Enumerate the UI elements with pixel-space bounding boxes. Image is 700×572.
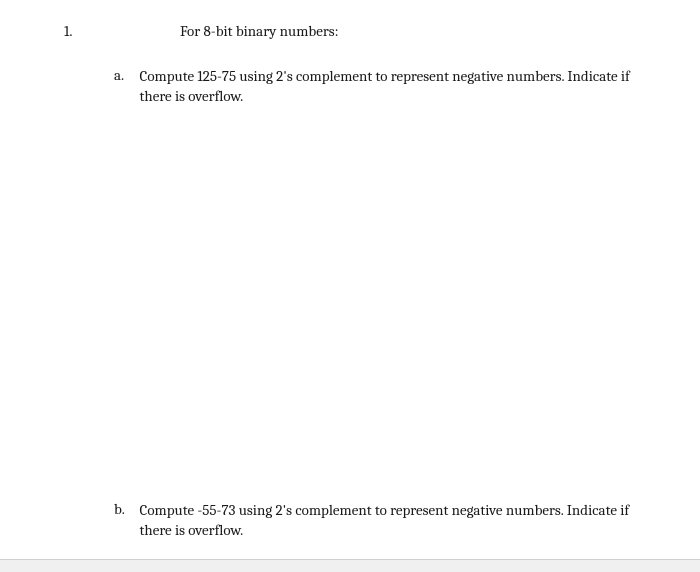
question-title: For 8-bit binary numbers: [180,22,339,40]
question-part-b: b. Compute -55-73 using 2's complement t… [114,500,644,541]
question-part-a: a. Compute 125-75 using 2's complement t… [114,66,644,107]
part-label-a: a. [114,66,136,84]
part-text-b: Compute -55-73 using 2's complement to r… [140,500,640,541]
document-page: 1. For 8-bit binary numbers: a. Compute … [0,0,700,560]
part-text-a: Compute 125-75 using 2's complement to r… [140,66,640,107]
part-label-b: b. [114,500,136,518]
question-number: 1. [64,22,73,40]
